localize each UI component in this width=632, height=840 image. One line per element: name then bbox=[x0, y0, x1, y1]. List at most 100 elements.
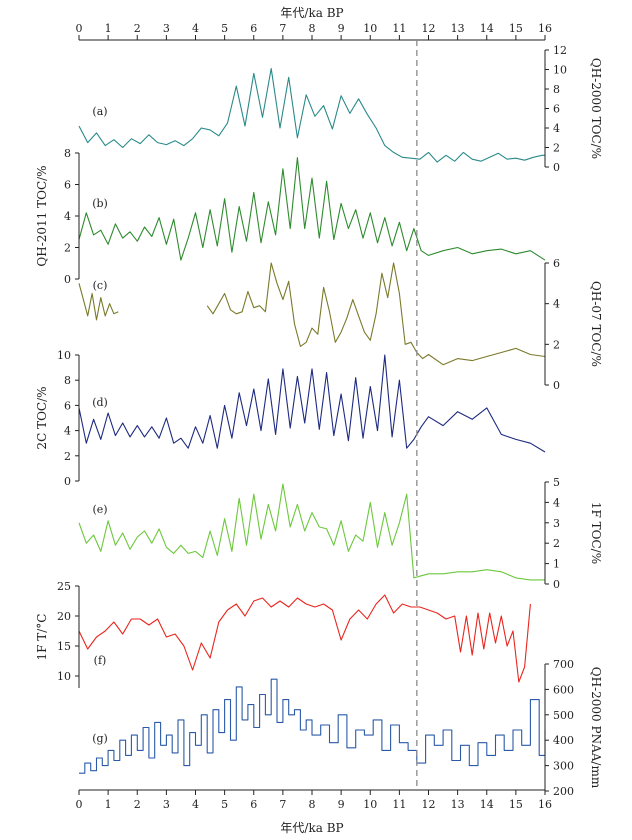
series-line-a bbox=[78, 67, 545, 163]
y-tick-label-a-0: 0 bbox=[553, 161, 560, 174]
y-axis-title-d: 2C TOC/% bbox=[35, 386, 49, 449]
x-tick-label-bottom-8: 8 bbox=[309, 798, 316, 811]
panel-tag-f: (f) bbox=[94, 654, 107, 667]
x-tick-label-top-13: 13 bbox=[451, 22, 465, 35]
y-tick-label-g-3: 500 bbox=[553, 709, 574, 722]
y-tick-label-c-3: 6 bbox=[553, 257, 560, 270]
y-axis-title-g: QH-2000 PNAA/mm bbox=[589, 667, 603, 789]
y-tick-label-f-2: 20 bbox=[57, 610, 71, 623]
y-tick-label-g-0: 200 bbox=[553, 785, 574, 798]
y-tick-label-e-3: 3 bbox=[553, 517, 560, 530]
x-tick-label-top-8: 8 bbox=[309, 22, 316, 35]
series-line-f bbox=[78, 594, 531, 683]
y-tick-label-e-0: 0 bbox=[553, 578, 560, 591]
y-tick-label-g-1: 300 bbox=[553, 760, 574, 773]
series-line-c-0 bbox=[78, 283, 119, 321]
x-tick-label-top-16: 16 bbox=[538, 22, 552, 35]
x-tick-label-bottom-4: 4 bbox=[192, 798, 199, 811]
y-tick-label-a-1: 2 bbox=[553, 142, 560, 155]
y-tick-label-f-1: 15 bbox=[57, 640, 71, 653]
y-tick-label-a-6: 12 bbox=[553, 44, 567, 57]
x-tick-label-bottom-10: 10 bbox=[363, 798, 377, 811]
y-axis-title-c: QH-07 TOC/% bbox=[589, 281, 603, 367]
y-tick-label-a-2: 4 bbox=[553, 122, 560, 135]
y-tick-label-e-5: 5 bbox=[553, 476, 560, 489]
y-tick-label-c-0: 0 bbox=[553, 379, 560, 392]
x-tick-label-top-11: 11 bbox=[392, 22, 406, 35]
y-tick-label-g-5: 700 bbox=[553, 658, 574, 671]
x-axis-title-bottom: 年代/ka BP bbox=[280, 821, 343, 835]
series-line-g bbox=[79, 678, 546, 774]
x-tick-label-bottom-13: 13 bbox=[451, 798, 465, 811]
y-axis-title-f: 1F T/°C bbox=[35, 613, 49, 660]
x-tick-label-top-3: 3 bbox=[163, 22, 170, 35]
x-tick-label-top-2: 2 bbox=[134, 22, 141, 35]
y-tick-label-b-4: 8 bbox=[64, 147, 71, 160]
y-tick-label-d-5: 10 bbox=[57, 349, 71, 362]
x-tick-label-bottom-1: 1 bbox=[105, 798, 112, 811]
y-axis-title-e: 1F TOC/% bbox=[589, 502, 603, 564]
x-tick-label-bottom-5: 5 bbox=[221, 798, 228, 811]
x-tick-label-bottom-11: 11 bbox=[392, 798, 406, 811]
x-axis-title-top: 年代/ka BP bbox=[280, 6, 343, 20]
x-tick-label-top-9: 9 bbox=[338, 22, 345, 35]
y-tick-label-b-3: 6 bbox=[64, 179, 71, 192]
x-tick-label-bottom-6: 6 bbox=[250, 798, 257, 811]
series-line-d bbox=[78, 354, 546, 453]
panel-d: (d) bbox=[78, 354, 546, 453]
y-tick-label-c-1: 2 bbox=[553, 338, 560, 351]
x-tick-label-top-5: 5 bbox=[221, 22, 228, 35]
y-tick-label-b-2: 4 bbox=[64, 210, 71, 223]
y-axis-title-a: QH-2000 TOC/% bbox=[589, 58, 603, 159]
y-tick-label-a-5: 10 bbox=[553, 64, 567, 77]
x-tick-label-bottom-7: 7 bbox=[279, 798, 286, 811]
panel-e: (e) bbox=[78, 483, 545, 581]
panel-tag-d: (d) bbox=[92, 396, 108, 409]
y-tick-label-d-3: 6 bbox=[64, 399, 71, 412]
axes-layer: 0 1 2 3 4 5 6 7 8 9 10 11 12 13 14 15 160 1 2 3 4 5 6 7 8 9 10 11 12… bbox=[35, 22, 603, 811]
x-tick-label-top-7: 7 bbox=[279, 22, 286, 35]
x-tick-label-bottom-14: 14 bbox=[480, 798, 494, 811]
x-tick-label-top-0: 0 bbox=[76, 22, 83, 35]
series-line-b bbox=[78, 157, 546, 261]
x-tick-label-top-4: 4 bbox=[192, 22, 199, 35]
x-tick-label-top-15: 15 bbox=[509, 22, 523, 35]
y-tick-label-d-2: 4 bbox=[64, 425, 71, 438]
x-tick-label-bottom-12: 12 bbox=[422, 798, 436, 811]
y-tick-label-b-0: 0 bbox=[64, 273, 71, 286]
panel-f: (f) bbox=[78, 594, 531, 683]
x-tick-label-bottom-3: 3 bbox=[163, 798, 170, 811]
y-tick-label-g-4: 600 bbox=[553, 683, 574, 696]
x-tick-label-top-12: 12 bbox=[422, 22, 436, 35]
series-line-e bbox=[78, 483, 545, 581]
panel-tag-g: (g) bbox=[92, 732, 108, 745]
x-tick-label-bottom-9: 9 bbox=[338, 798, 345, 811]
x-tick-label-top-14: 14 bbox=[480, 22, 494, 35]
panel-b: (b) bbox=[78, 157, 546, 261]
panel-tag-e: (e) bbox=[92, 503, 107, 516]
panel-tag-c: (c) bbox=[93, 279, 108, 292]
x-tick-label-bottom-16: 16 bbox=[538, 798, 552, 811]
x-tick-label-top-1: 1 bbox=[105, 22, 112, 35]
series-line-c-1 bbox=[206, 262, 546, 366]
panel-tag-a: (a) bbox=[92, 105, 107, 118]
y-tick-label-d-1: 2 bbox=[64, 450, 71, 463]
y-tick-label-d-0: 0 bbox=[64, 475, 71, 488]
y-tick-label-e-4: 4 bbox=[553, 496, 560, 509]
panel-c: (c) bbox=[78, 262, 546, 366]
panel-a: (a) bbox=[78, 67, 545, 163]
y-tick-label-f-0: 10 bbox=[57, 670, 71, 683]
y-tick-label-a-3: 6 bbox=[553, 103, 560, 116]
y-tick-label-g-2: 400 bbox=[553, 734, 574, 747]
x-tick-label-top-10: 10 bbox=[363, 22, 377, 35]
panel-tag-b: (b) bbox=[92, 197, 108, 210]
y-axis-title-b: QH-2011 TOC/% bbox=[35, 165, 49, 266]
y-tick-label-b-1: 2 bbox=[64, 242, 71, 255]
y-tick-label-e-1: 1 bbox=[553, 558, 560, 571]
panel-g: (g) bbox=[79, 678, 546, 774]
x-tick-label-bottom-15: 15 bbox=[509, 798, 523, 811]
y-tick-label-c-2: 4 bbox=[553, 298, 560, 311]
y-tick-label-e-2: 2 bbox=[553, 537, 560, 550]
x-tick-label-bottom-2: 2 bbox=[134, 798, 141, 811]
